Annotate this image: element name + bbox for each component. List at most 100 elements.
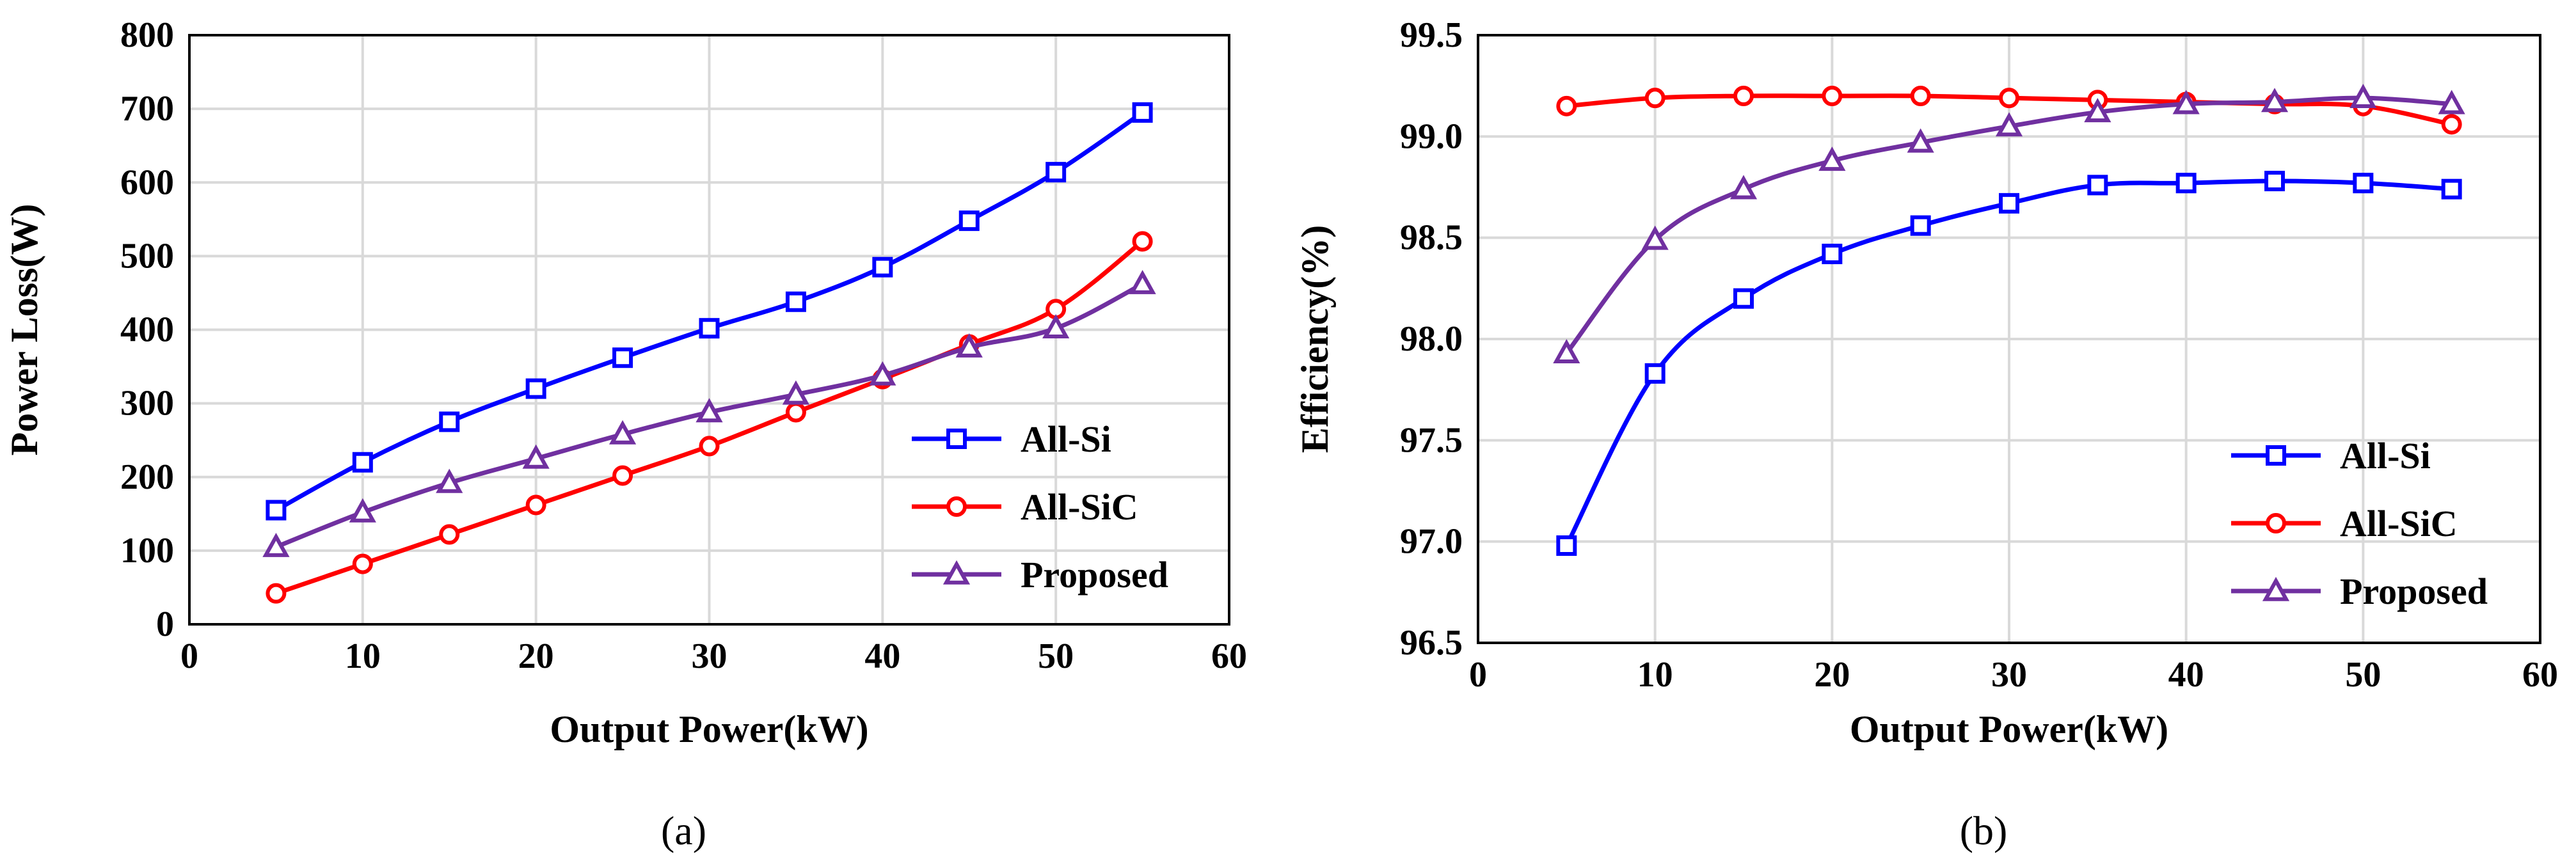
data-point [1999, 88, 2019, 109]
x-tick-label: 40 [864, 636, 900, 676]
y-tick-label: 300 [120, 384, 174, 423]
legend-item: All-Si [2231, 435, 2431, 477]
y-tick-label: 99.5 [1400, 15, 1463, 55]
data-point [785, 402, 806, 423]
legend-label: Proposed [2340, 571, 2488, 612]
legend-label: All-Si [1021, 418, 1111, 460]
data-point [1046, 162, 1067, 183]
series-line [275, 239, 1144, 596]
y-tick-label: 800 [120, 15, 174, 55]
data-point [352, 553, 373, 574]
subfigure-caption: (b) [1960, 808, 2008, 853]
legend-marker [946, 496, 967, 517]
data-point [352, 452, 373, 473]
plot-frame [188, 34, 1230, 626]
data-point [699, 318, 720, 339]
data-point [2349, 83, 2377, 108]
y-tick-label: 98.5 [1400, 218, 1463, 258]
y-axis-title: Power Loss(W) [3, 204, 45, 456]
data-point [1553, 338, 1580, 363]
series-all-si [1556, 171, 2462, 556]
x-tick-label: 50 [2345, 655, 2381, 695]
data-point [1822, 244, 1843, 264]
y-tick-label: 700 [120, 89, 174, 129]
y-tick-label: 600 [120, 162, 174, 202]
data-point [439, 524, 460, 545]
data-point [1641, 225, 1669, 250]
data-point [522, 444, 550, 469]
data-point [1910, 215, 1931, 236]
legend-item: All-SiC [2231, 503, 2458, 544]
data-point [785, 291, 806, 312]
data-point [525, 494, 546, 516]
y-tick-label: 98.0 [1400, 319, 1463, 359]
legend-marker [2262, 576, 2290, 601]
data-point [1729, 175, 1758, 200]
legend-item: All-Si [912, 418, 1111, 460]
data-point [266, 583, 287, 604]
x-tick-label: 60 [2522, 655, 2558, 695]
x-tick-label: 10 [1637, 655, 1673, 695]
y-tick-label: 100 [120, 531, 174, 571]
data-point [2264, 171, 2285, 191]
x-tick-label: 60 [1211, 636, 1247, 676]
plot-frame [1477, 34, 2541, 644]
x-tick-label: 30 [1991, 655, 2027, 695]
x-tick-label: 20 [518, 636, 554, 676]
y-tick-label: 96.5 [1400, 623, 1463, 663]
data-point [612, 347, 633, 368]
legend-item: All-SiC [912, 486, 1138, 528]
x-axis-title: Output Power(kW) [1850, 708, 2168, 750]
legend-marker [2266, 513, 2286, 533]
legend-marker [942, 560, 971, 585]
data-point [262, 532, 290, 557]
data-point [872, 256, 893, 278]
legend-item: Proposed [2231, 571, 2488, 612]
data-point [869, 361, 896, 386]
data-point [1999, 193, 2019, 214]
legend-label: All-Si [2340, 435, 2431, 477]
legend-label: Proposed [1021, 554, 1168, 596]
series-proposed [262, 269, 1156, 557]
data-point [525, 378, 546, 399]
data-point [2441, 178, 2462, 200]
x-tick-label: 20 [1814, 655, 1850, 695]
data-point [1733, 288, 1754, 309]
x-tick-label: 0 [1469, 655, 1487, 695]
y-tick-label: 200 [120, 457, 174, 497]
data-point [1129, 269, 1156, 294]
data-point [1907, 128, 1934, 153]
data-point [2087, 175, 2108, 196]
data-point [2438, 90, 2465, 114]
data-point [349, 498, 376, 523]
series-all-si [266, 102, 1153, 521]
chart-a: 0 10 20 30 40 50 600100200300400500600700800Ou… [3, 15, 1247, 853]
data-point [1556, 535, 1577, 556]
series-proposed [1553, 83, 2465, 363]
x-tick-label: 30 [692, 636, 727, 676]
y-tick-label: 500 [120, 236, 174, 276]
data-point [1995, 112, 2023, 137]
data-point [1822, 86, 1843, 106]
legend-marker [946, 429, 967, 449]
legend-marker [2266, 445, 2286, 466]
data-point [1644, 363, 1666, 384]
x-tick-label: 40 [2168, 655, 2204, 695]
legend: All-Si All-SiC Proposed [2231, 435, 2488, 612]
series-line [1564, 178, 2452, 547]
data-point [1733, 86, 1754, 106]
data-point [2084, 98, 2111, 123]
data-point [699, 436, 720, 457]
data-point [1556, 95, 1577, 116]
data-point [1910, 86, 1931, 106]
data-point [1042, 314, 1070, 338]
x-tick-label: 0 [180, 636, 198, 676]
chart-b: 0 10 20 30 40 50 60 96.5 97.0 97.5 98.0 98.5 99.0 99.… [1294, 15, 2558, 853]
data-point [2172, 90, 2200, 114]
data-point [2353, 173, 2374, 194]
y-axis-title: Efficiency(%) [1294, 225, 1336, 454]
data-point [1818, 146, 1846, 171]
data-point [1132, 231, 1153, 252]
data-point [958, 210, 980, 232]
